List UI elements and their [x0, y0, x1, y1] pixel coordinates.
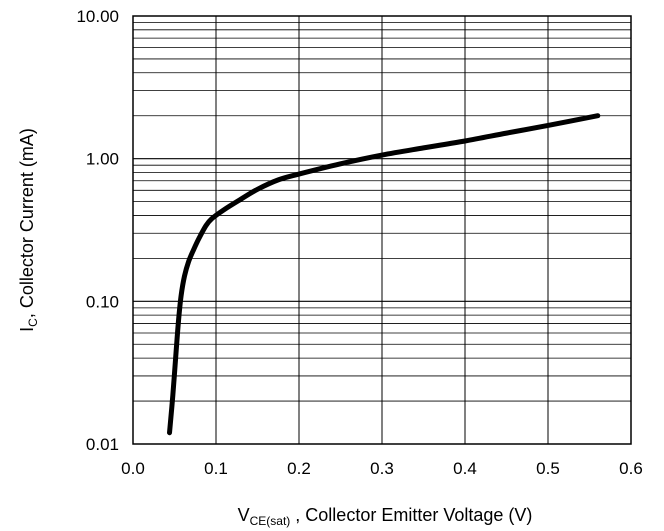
x-axis-title-rest: , Collector Emitter Voltage (V) — [290, 505, 532, 525]
x-tick-label: 0.4 — [453, 459, 477, 478]
x-tick-label: 0.5 — [536, 459, 560, 478]
tick-label-layer: 0.0 0.1 0.2 0.3 0.4 0.5 0.6 0.01 0.10 1.00 10.00 — [76, 7, 642, 478]
x-tick-label: 0.3 — [370, 459, 394, 478]
y-tick-label: 0.01 — [86, 435, 119, 454]
y-tick-label: 1.00 — [86, 150, 119, 169]
plot-area-frame — [132, 15, 632, 445]
y-tick-label: 10.00 — [76, 7, 119, 26]
grid-layer — [133, 16, 631, 444]
x-axis-title-subscript: CE(sat) — [250, 514, 291, 528]
x-tick-label: 0.6 — [619, 459, 643, 478]
x-axis-title: VCE(sat) , Collector Emitter Voltage (V) — [238, 505, 533, 528]
x-tick-label: 0.0 — [121, 459, 145, 478]
series-layer — [167, 113, 601, 436]
y-axis-title: IC, Collector Current (mA) — [17, 128, 40, 332]
series-line — [167, 113, 601, 436]
y-tick-label: 0.10 — [86, 292, 119, 311]
y-axis-title-rest: , Collector Current (mA) — [17, 128, 37, 318]
x-axis-title-main: V — [238, 505, 250, 525]
x-tick-label: 0.1 — [204, 459, 228, 478]
y-axis-title-subscript: C — [26, 318, 40, 327]
y-axis-title-main: I — [17, 327, 37, 332]
x-tick-label: 0.2 — [287, 459, 311, 478]
